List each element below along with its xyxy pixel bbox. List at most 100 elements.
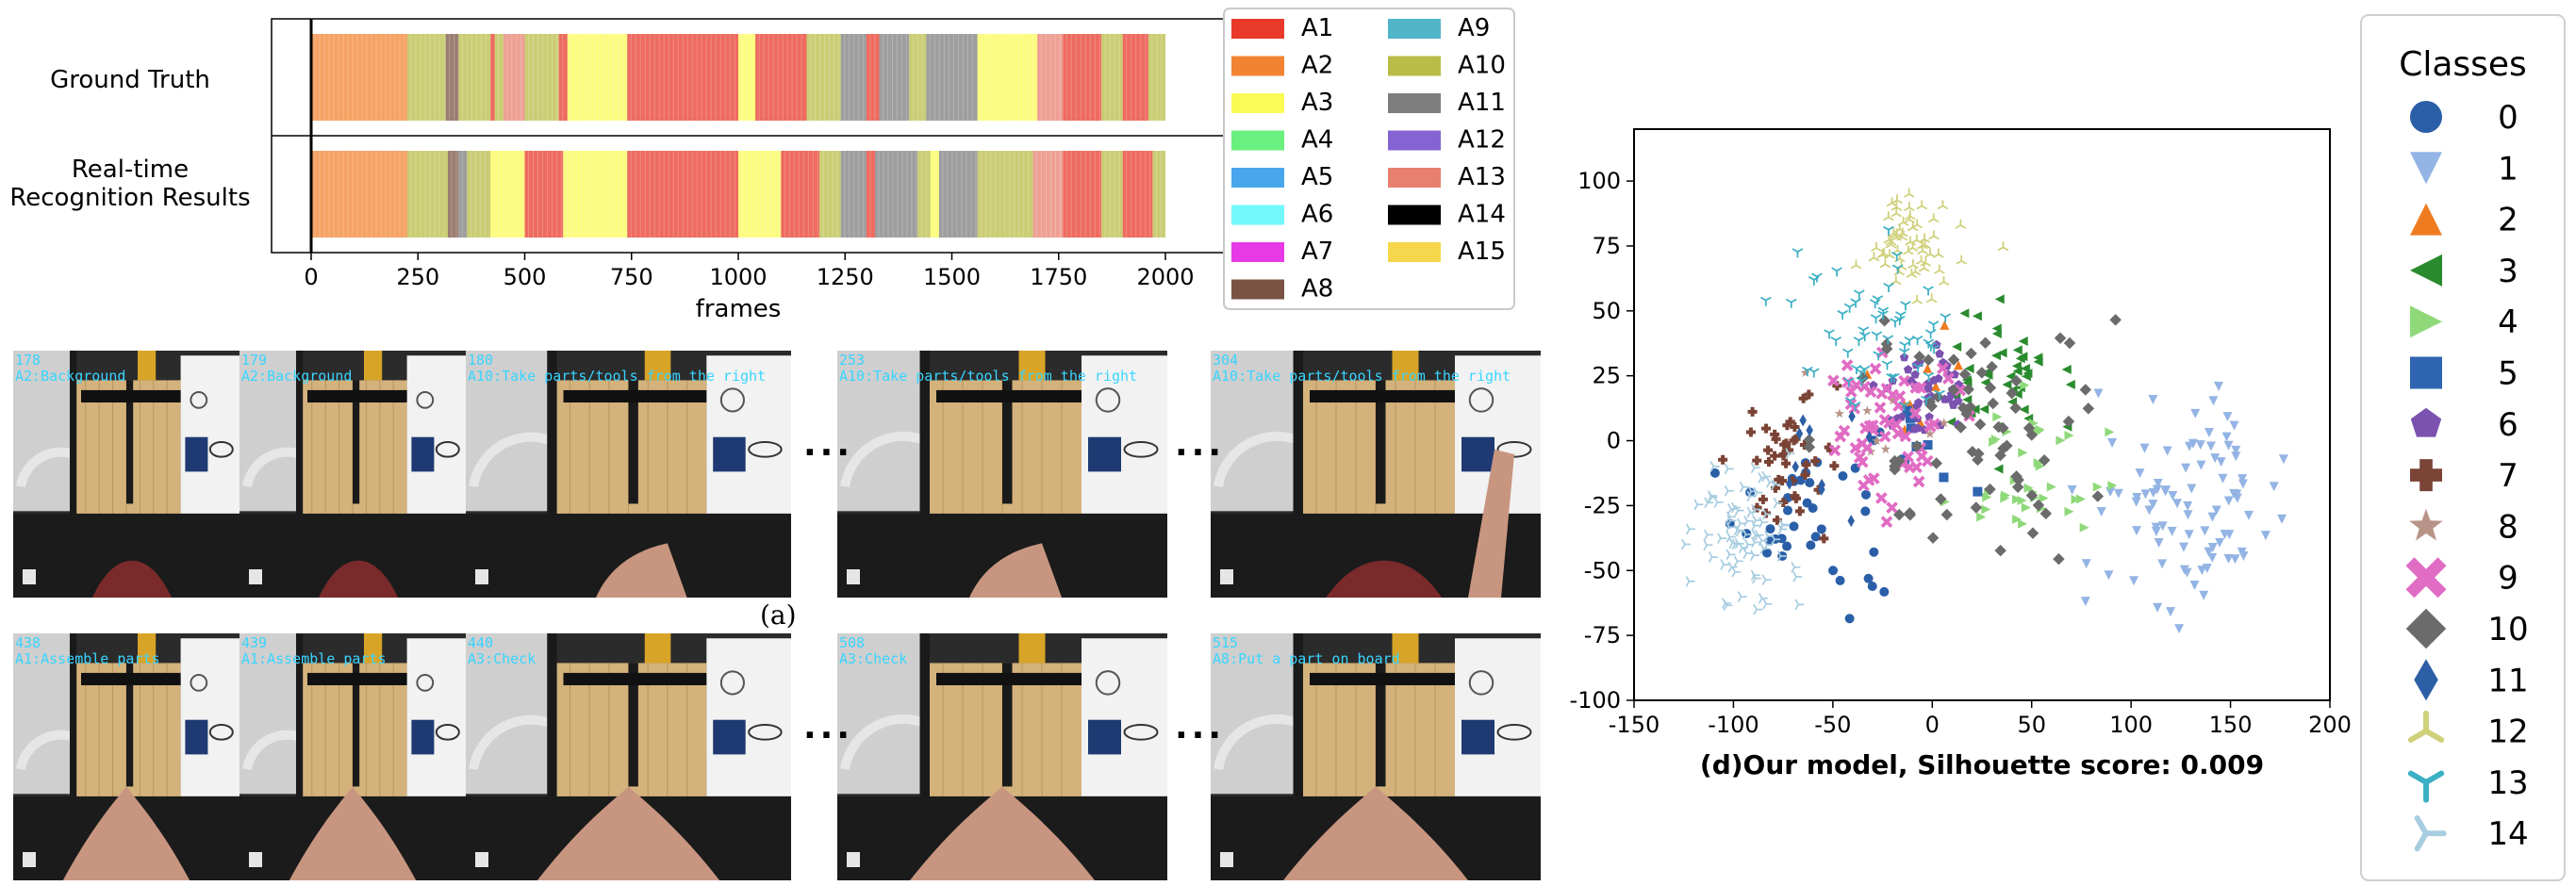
point: [1766, 477, 1776, 488]
legend-entry-11: 11: [2414, 659, 2529, 701]
point: [1916, 200, 1927, 210]
legend-label: 8: [2498, 508, 2518, 546]
segment-A1: [524, 151, 564, 238]
rail-left: [547, 633, 557, 807]
frame-annotation: 253 A10:Take parts/tools from the right: [839, 353, 1137, 385]
series-4: [1940, 380, 2118, 533]
point: [1954, 360, 1964, 370]
legend-label: A8: [1301, 275, 1333, 304]
frame-annotation: 515 A8:Put a part on board: [1213, 635, 1400, 667]
ellipsis: ···: [1175, 716, 1226, 755]
point: [1910, 440, 1924, 452]
tool-tray: [1455, 638, 1541, 796]
point: [1926, 293, 1938, 304]
legend-swatch: [1388, 19, 1441, 39]
y-tick-label: -25: [1584, 492, 1621, 518]
segment-A10: [467, 151, 491, 238]
point: [1834, 408, 1845, 418]
ring-part: [416, 391, 435, 409]
point: [2148, 487, 2158, 498]
row-label-ground-truth: Ground Truth: [50, 66, 210, 94]
point: [1849, 442, 1862, 454]
point: [1880, 342, 1893, 355]
legend-swatch: [1231, 130, 1284, 151]
point: [1902, 451, 1914, 463]
point: [1987, 397, 1999, 410]
tool-tray: [1082, 355, 1167, 514]
point: [1859, 332, 1871, 342]
point: [2139, 443, 2150, 453]
point: [2107, 481, 2118, 491]
point: [1955, 421, 1967, 434]
rail-left: [919, 351, 930, 524]
point: [1844, 397, 1856, 407]
segment-A10: [909, 34, 927, 121]
point: [2033, 353, 2043, 363]
point: [1828, 444, 1841, 457]
point: [1791, 493, 1801, 503]
point: [2190, 408, 2201, 418]
frame-number: 515: [1213, 634, 1239, 651]
legend-label: A11: [1458, 89, 1506, 117]
legend-entry-13: 13: [2407, 764, 2529, 803]
point: [1804, 389, 1814, 400]
segment-A3: [567, 34, 628, 121]
point: [1928, 344, 1940, 354]
point: [1827, 374, 1840, 387]
y-tick-label: 25: [1592, 363, 1621, 389]
point: [1891, 252, 1903, 262]
legend-entry-A10: A10: [1388, 52, 1506, 80]
segment-A10: [917, 151, 931, 238]
point: [1889, 460, 1901, 473]
point: [1930, 381, 1940, 391]
legend-label: A3: [1301, 89, 1333, 117]
segment-A11: [926, 34, 978, 121]
frame-action-label: A1:Assemble parts: [241, 650, 387, 667]
point: [1905, 413, 1915, 423]
legend-entry-A2: A2: [1231, 52, 1333, 80]
tool: [435, 440, 460, 458]
point: [2205, 441, 2216, 451]
rail-center: [1002, 663, 1013, 787]
point: [2017, 495, 2027, 505]
point: [2080, 597, 2090, 607]
rail-top: [81, 672, 181, 686]
point: [2181, 463, 2191, 473]
point: [1785, 417, 1795, 427]
point: [1905, 236, 1916, 246]
point: [1888, 395, 1898, 405]
point: [2026, 527, 2039, 539]
ellipsis: ···: [1175, 434, 1226, 472]
tool: [1496, 723, 1532, 741]
point: [1782, 541, 1792, 551]
point: [1786, 477, 1793, 490]
point: [1923, 372, 1935, 383]
point: [1892, 400, 1905, 412]
point: [2179, 565, 2189, 575]
point: [1992, 420, 2005, 434]
tool: [1123, 723, 1159, 741]
frame-number: 508: [839, 634, 866, 651]
point: [1979, 336, 1991, 349]
point: [1792, 460, 1800, 473]
point: [1795, 475, 1806, 485]
point: [1881, 360, 1893, 370]
point: [1847, 515, 1855, 528]
point: [2183, 510, 2193, 520]
point: [1942, 372, 1955, 385]
point: [1752, 530, 1762, 541]
point: [2195, 440, 2205, 451]
rail-left: [919, 633, 930, 807]
point: [1810, 456, 1821, 467]
arms: [537, 786, 720, 880]
rail-left: [1293, 351, 1303, 524]
point: [2167, 526, 2177, 536]
segment-A10: [524, 34, 559, 121]
point: [2244, 510, 2254, 520]
ring-part: [1095, 670, 1121, 696]
point: [1824, 329, 1835, 339]
rail-center: [1002, 380, 1013, 504]
frame-image: [13, 633, 239, 880]
point: [2075, 494, 2086, 504]
point: [1854, 289, 1865, 300]
